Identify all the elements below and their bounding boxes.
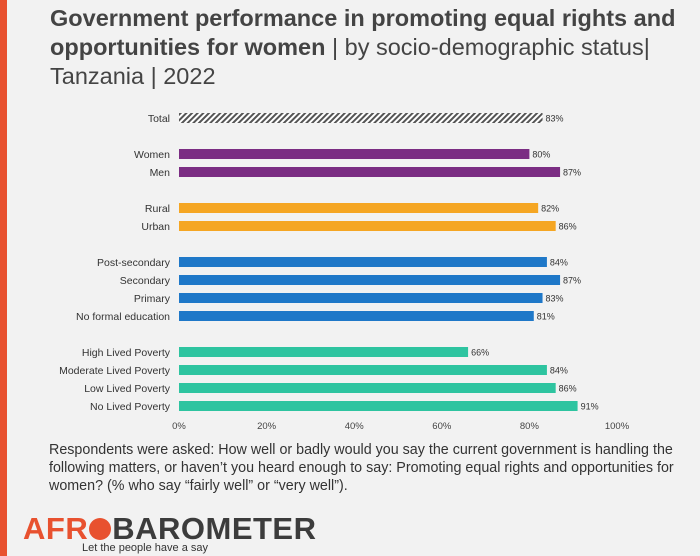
afrobarometer-logo: AFR BAROMETER (23, 511, 317, 546)
title-main: Government performance in promoting equa… (50, 5, 676, 60)
bar (179, 347, 469, 357)
x-tick-label: 40% (345, 421, 365, 432)
x-tick-label: 80% (520, 421, 540, 432)
data-label: 66% (471, 348, 489, 358)
data-label: 83% (546, 294, 564, 304)
title-subtitle: | by socio-demographic status| Tanzania … (50, 34, 650, 89)
bar (179, 383, 556, 393)
data-label: 80% (532, 150, 550, 160)
category-label: Men (150, 167, 171, 179)
logo-text-barometer: BAROMETER (112, 511, 317, 546)
data-label: 84% (550, 258, 568, 268)
bar (179, 401, 578, 411)
category-label: No formal education (76, 311, 170, 323)
bars-layer: Total 83% Women 80% Men 87% Rural 82% Urban 86% Po… (59, 113, 599, 413)
data-label: 87% (563, 168, 581, 178)
bar (179, 365, 547, 375)
category-label: Women (134, 149, 170, 161)
bar-chart: Total 83% Women 80% Men 87% Rural 82% Urban 86% Po… (59, 113, 630, 432)
data-label: 91% (581, 402, 599, 412)
survey-question-note: Respondents were asked: How well or badl… (49, 442, 674, 494)
bar (179, 221, 556, 231)
data-label: 81% (537, 312, 555, 322)
data-label: 87% (563, 276, 581, 286)
bar (179, 257, 547, 267)
x-tick-label: 60% (432, 421, 452, 432)
category-label: Post-secondary (97, 257, 171, 269)
bar (179, 113, 543, 123)
x-tick-label: 100% (605, 421, 630, 432)
category-label: Low Lived Poverty (84, 383, 171, 395)
data-label: 86% (559, 384, 577, 394)
bar (179, 167, 561, 177)
category-label: High Lived Poverty (82, 347, 171, 359)
data-label: 82% (541, 204, 559, 214)
bar (179, 275, 561, 285)
category-label: Moderate Lived Poverty (59, 365, 171, 377)
data-label: 84% (550, 366, 568, 376)
category-label: Total (148, 113, 170, 125)
category-label: Urban (141, 221, 170, 233)
category-label: Secondary (120, 275, 171, 287)
logo-tagline: Let the people have a say (82, 542, 208, 554)
accent-stripe (0, 0, 7, 556)
bar (179, 149, 530, 159)
x-tick-label: 20% (257, 421, 277, 432)
chart-title: Government performance in promoting equa… (50, 4, 690, 91)
data-label: 83% (546, 114, 564, 124)
data-label: 86% (559, 222, 577, 232)
x-axis: 0% 20% 40% 60% 80% 100% (172, 421, 630, 432)
bar (179, 311, 534, 321)
bar (179, 203, 539, 213)
logo-text-afr: AFR (23, 511, 89, 546)
bar (179, 293, 543, 303)
x-tick-label: 0% (172, 421, 186, 432)
category-label: Rural (145, 203, 170, 215)
globe-icon (89, 518, 112, 540)
category-label: Primary (134, 293, 171, 305)
category-label: No Lived Poverty (90, 401, 171, 413)
